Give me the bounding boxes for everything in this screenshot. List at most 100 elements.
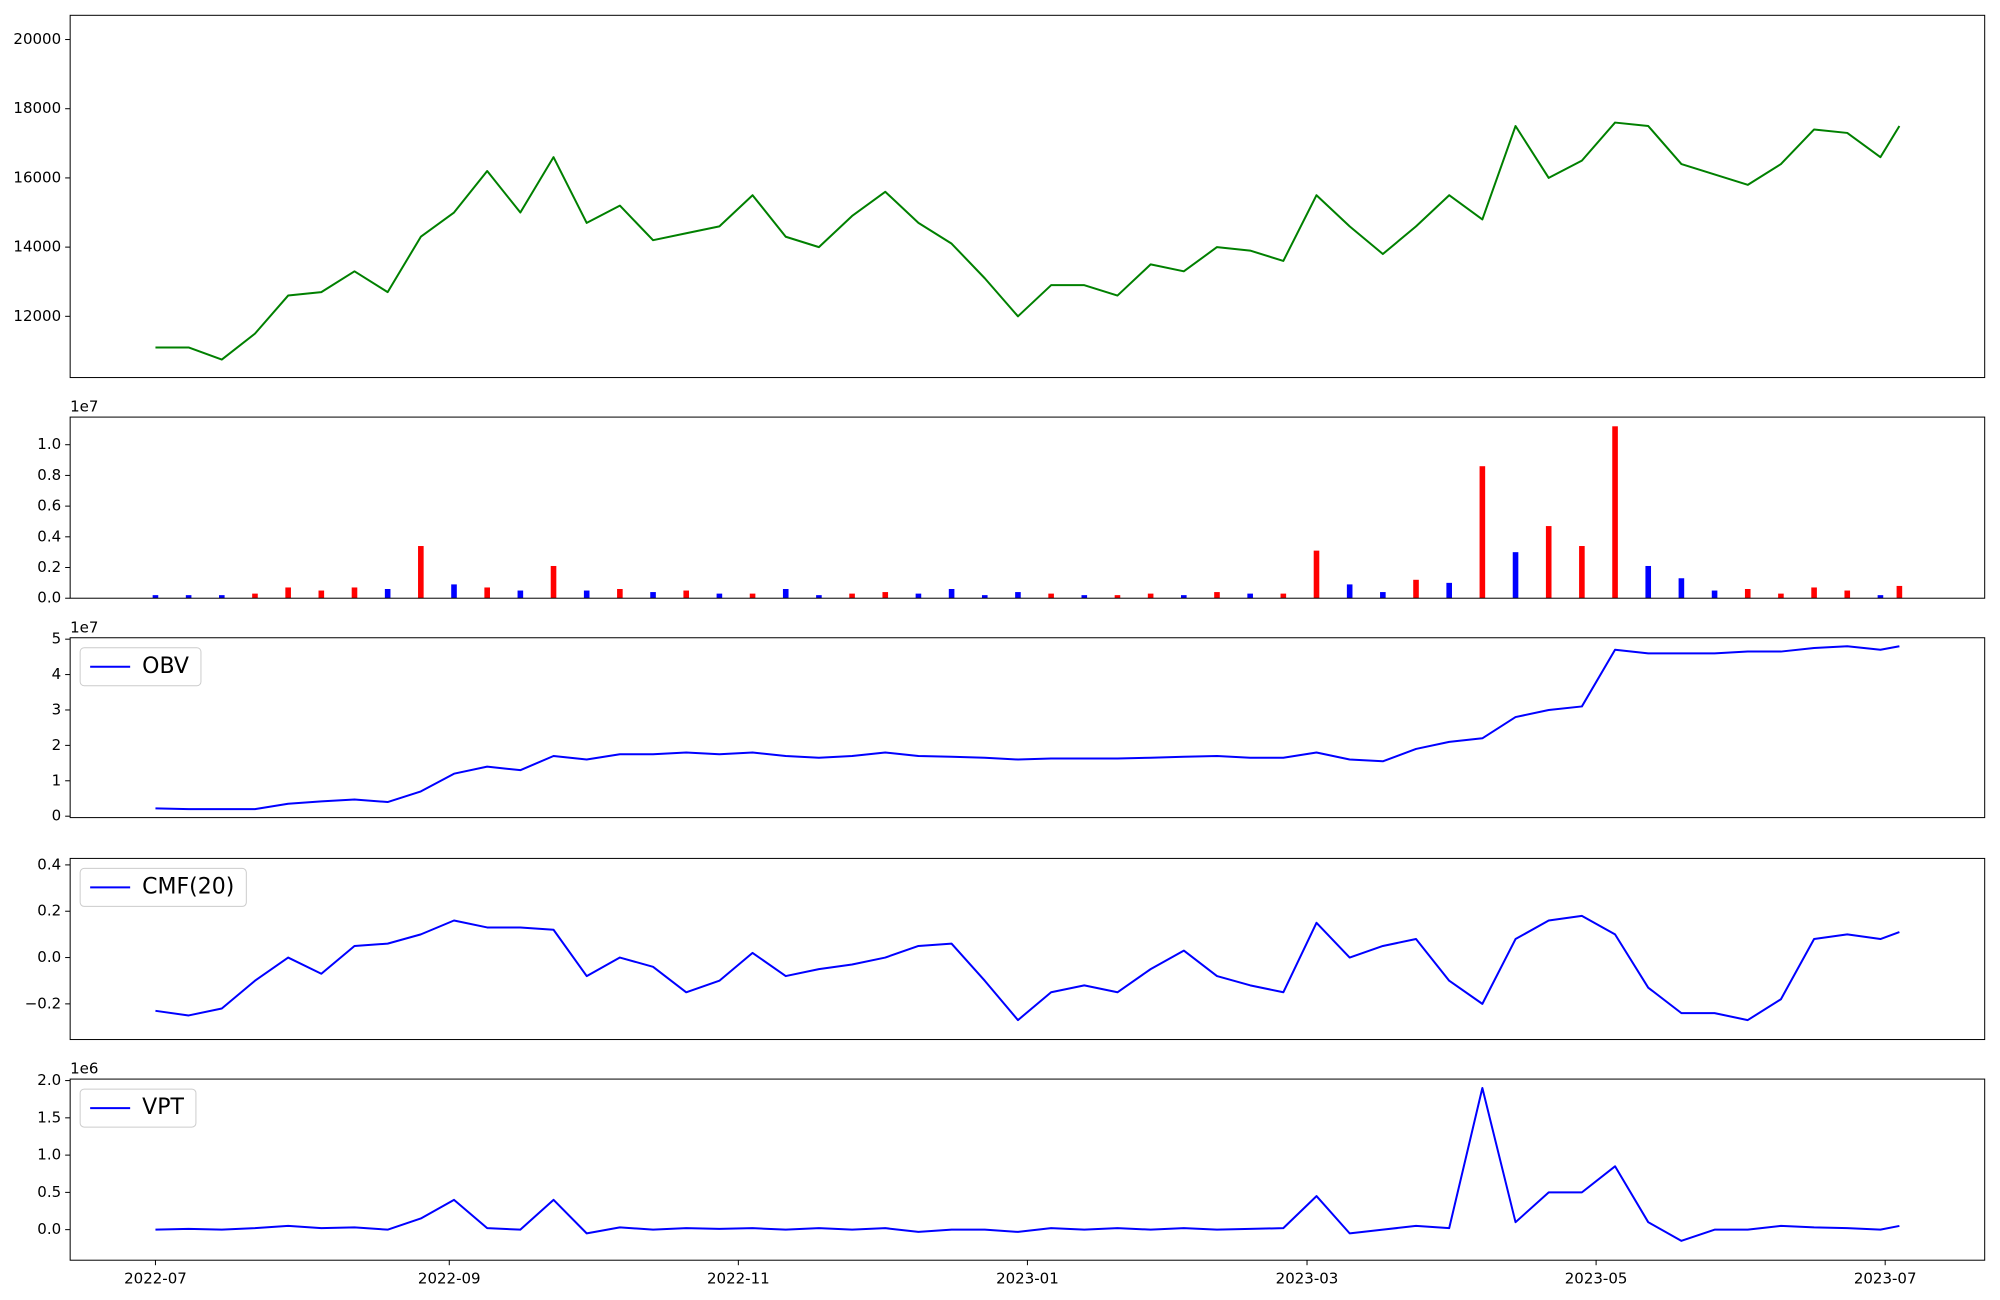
line (155, 1087, 1900, 1242)
x-tick-label: 2022-11 (707, 1270, 770, 1288)
axes-frame (69, 857, 1986, 1041)
y-tick-label: 12000 (13, 307, 61, 325)
bar (218, 595, 225, 599)
bar (185, 595, 192, 599)
bar (1711, 590, 1718, 599)
bar (915, 593, 922, 599)
bar (1612, 426, 1618, 599)
line (155, 645, 1900, 811)
bar (1413, 579, 1419, 599)
y-tick-label: 16000 (13, 168, 61, 186)
y-tick-label: 0.2 (37, 558, 61, 576)
x-tick-label: 2022-07 (124, 1270, 187, 1288)
x-tick-label: 2023-03 (1276, 1270, 1339, 1288)
bar (716, 593, 723, 599)
legend-label: VPT (142, 1095, 184, 1120)
axes-frame (69, 1078, 1986, 1261)
bar (1844, 590, 1851, 599)
y-tick-label: 0.2 (37, 902, 61, 920)
line (155, 914, 1900, 1022)
legend-label: OBV (142, 654, 189, 679)
y-tick-label: 4 (52, 665, 62, 683)
bar (384, 589, 391, 599)
bar (1214, 592, 1220, 599)
bar (981, 595, 988, 599)
bar (517, 590, 524, 599)
bar (683, 590, 690, 599)
bar (451, 584, 457, 599)
bar (1778, 593, 1784, 599)
legend-box (79, 647, 202, 687)
y-tick-label: 0.4 (37, 855, 61, 873)
bar (1579, 546, 1585, 599)
bar (550, 565, 557, 599)
bar (1346, 584, 1353, 599)
bar (1645, 565, 1652, 599)
y-tick-label: −0.2 (25, 994, 61, 1012)
bar (1678, 578, 1685, 599)
y-tick-label: 0.4 (37, 527, 61, 545)
bar (617, 589, 623, 599)
bar (1446, 582, 1452, 599)
x-tick-label: 2023-07 (1854, 1270, 1917, 1288)
bar (1811, 587, 1817, 599)
y-tick-label: 0.0 (37, 1220, 61, 1238)
bar (1479, 466, 1486, 599)
y-tick-label: 0.0 (37, 948, 61, 966)
bar (1247, 593, 1253, 599)
legend-label: CMF(20) (142, 874, 234, 899)
bar (1877, 595, 1884, 599)
bar (1545, 526, 1552, 599)
bar (1147, 593, 1154, 599)
bar (1512, 552, 1519, 599)
bar (318, 590, 325, 599)
y-tick-label: 20000 (13, 30, 61, 48)
bar (1081, 595, 1088, 599)
bar (1181, 595, 1187, 599)
y-tick-label: 0.8 (37, 466, 61, 484)
bar (1015, 592, 1021, 599)
y-tick-label: 0 (52, 807, 62, 825)
y-tick-label: 2.0 (37, 1071, 61, 1089)
y-tick-label: 1.5 (37, 1108, 61, 1126)
legend-box (79, 1088, 197, 1128)
axis-offset-label: 1e7 (70, 398, 98, 416)
y-tick-label: 5 (52, 630, 62, 648)
x-tick-label: 2023-05 (1565, 1270, 1628, 1288)
x-tick-label: 2022-09 (418, 1270, 481, 1288)
bar (1380, 592, 1386, 599)
bar (351, 587, 358, 599)
bar (484, 587, 490, 599)
bar (948, 589, 955, 599)
y-tick-label: 3 (52, 700, 62, 718)
y-tick-label: 0.5 (37, 1183, 61, 1201)
axes-frame (69, 14, 1986, 379)
y-tick-label: 0.0 (37, 589, 61, 607)
x-tick-label: 2023-01 (996, 1270, 1059, 1288)
bar (252, 593, 258, 599)
y-tick-label: 1.0 (37, 1146, 61, 1164)
bar (782, 589, 789, 599)
bar (285, 587, 291, 599)
bar (849, 593, 855, 599)
bar (1313, 550, 1320, 599)
y-tick-label: 18000 (13, 99, 61, 117)
bar (749, 593, 756, 599)
bar (816, 595, 822, 599)
y-tick-label: 2 (52, 736, 62, 754)
axes-frame (69, 416, 1986, 599)
bar (1744, 589, 1751, 599)
y-tick-label: 0.6 (37, 497, 61, 515)
legend-box (79, 867, 247, 907)
bar (882, 592, 889, 599)
axis-offset-label: 1e6 (70, 1060, 98, 1078)
axis-offset-label: 1e7 (70, 618, 98, 636)
bar (583, 590, 590, 599)
axes-frame (69, 637, 1986, 819)
bar (1114, 595, 1121, 599)
bar (650, 592, 656, 599)
y-tick-label: 1.0 (37, 435, 61, 453)
bar (418, 546, 424, 599)
y-tick-label: 14000 (13, 238, 61, 256)
